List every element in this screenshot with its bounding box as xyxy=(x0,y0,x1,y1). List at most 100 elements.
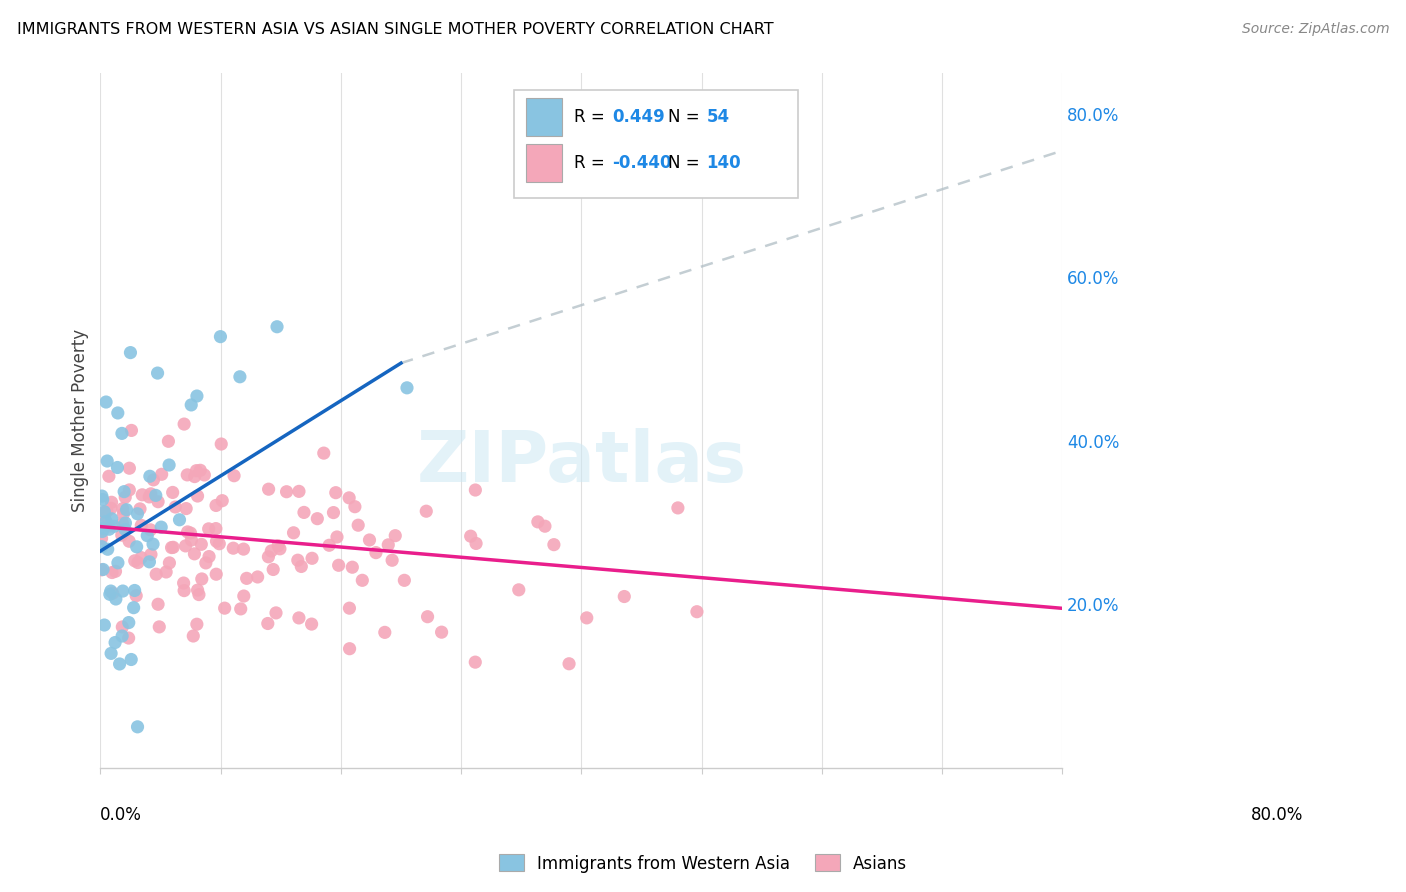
Point xyxy=(100,647,122,661)
Point xyxy=(127,720,149,734)
Point xyxy=(118,534,141,549)
Point xyxy=(197,522,219,536)
Legend: Immigrants from Western Asia, Asians: Immigrants from Western Asia, Asians xyxy=(492,847,914,880)
Point xyxy=(104,592,127,607)
Point xyxy=(205,534,228,549)
Point xyxy=(108,657,131,671)
Point xyxy=(222,468,245,483)
Point xyxy=(98,522,121,536)
Point xyxy=(157,556,180,570)
Point xyxy=(339,641,361,656)
Point xyxy=(104,635,127,649)
Point xyxy=(180,526,202,541)
Point xyxy=(96,454,118,468)
Point xyxy=(93,508,115,523)
Point xyxy=(125,540,148,554)
Point xyxy=(176,467,198,482)
Point xyxy=(150,520,173,534)
Point xyxy=(107,556,129,570)
Point xyxy=(290,559,312,574)
Point xyxy=(260,544,283,558)
Point xyxy=(339,601,361,615)
Point xyxy=(288,611,311,625)
Point xyxy=(131,488,153,502)
Point xyxy=(157,434,180,449)
Point xyxy=(91,524,114,539)
Point xyxy=(91,492,114,507)
Point xyxy=(148,620,170,634)
Point xyxy=(98,519,121,533)
Point xyxy=(104,564,127,578)
Point xyxy=(276,484,298,499)
Point xyxy=(111,620,134,634)
Point xyxy=(90,532,112,546)
Point xyxy=(187,583,209,598)
Point xyxy=(359,533,381,547)
Point xyxy=(115,502,138,516)
Text: 140: 140 xyxy=(706,154,741,172)
Point xyxy=(93,618,115,632)
Point xyxy=(100,584,122,599)
Point xyxy=(415,504,437,518)
Point xyxy=(176,524,198,539)
Text: 80.0%: 80.0% xyxy=(1250,805,1303,824)
Point xyxy=(194,556,217,570)
Point xyxy=(127,507,149,521)
Point xyxy=(208,537,231,551)
Text: Source: ZipAtlas.com: Source: ZipAtlas.com xyxy=(1241,22,1389,37)
Point xyxy=(187,588,209,602)
Text: R =: R = xyxy=(574,108,610,126)
Point xyxy=(312,446,335,460)
Point xyxy=(394,574,416,588)
Point xyxy=(180,533,202,547)
Point xyxy=(139,469,162,483)
Point xyxy=(112,484,135,499)
Point xyxy=(91,521,114,535)
Text: R =: R = xyxy=(574,154,610,172)
Point xyxy=(301,551,323,566)
Point xyxy=(169,513,191,527)
Point xyxy=(342,560,364,574)
Point xyxy=(292,505,315,519)
Point xyxy=(97,469,120,483)
Point xyxy=(256,616,278,631)
Point xyxy=(117,631,139,645)
FancyBboxPatch shape xyxy=(526,97,562,136)
Point xyxy=(157,458,180,472)
Point xyxy=(111,528,134,542)
Point xyxy=(90,540,112,554)
Point xyxy=(543,538,565,552)
Point xyxy=(527,515,550,529)
Point xyxy=(198,549,221,564)
Point xyxy=(124,554,146,568)
Point xyxy=(142,473,165,487)
Point xyxy=(94,395,117,409)
Point xyxy=(377,538,399,552)
Point xyxy=(114,516,136,530)
Point xyxy=(173,576,195,591)
Point xyxy=(118,483,141,497)
Point xyxy=(138,555,160,569)
Point xyxy=(174,501,197,516)
Point xyxy=(94,505,117,519)
Point xyxy=(508,582,530,597)
Point xyxy=(269,541,291,556)
Point xyxy=(262,562,284,576)
Point xyxy=(211,493,233,508)
Point xyxy=(325,485,347,500)
Point xyxy=(97,542,120,557)
Point xyxy=(90,563,112,577)
Point xyxy=(205,499,228,513)
Point xyxy=(124,583,146,598)
Text: ZIPatlas: ZIPatlas xyxy=(416,427,747,497)
Point xyxy=(111,629,134,643)
Point xyxy=(686,605,709,619)
Point xyxy=(326,530,349,544)
Point xyxy=(100,501,122,516)
Point xyxy=(209,329,232,343)
Point xyxy=(384,529,406,543)
Point xyxy=(416,609,439,624)
Point xyxy=(307,511,329,525)
Point xyxy=(347,518,370,533)
Point xyxy=(257,482,280,496)
